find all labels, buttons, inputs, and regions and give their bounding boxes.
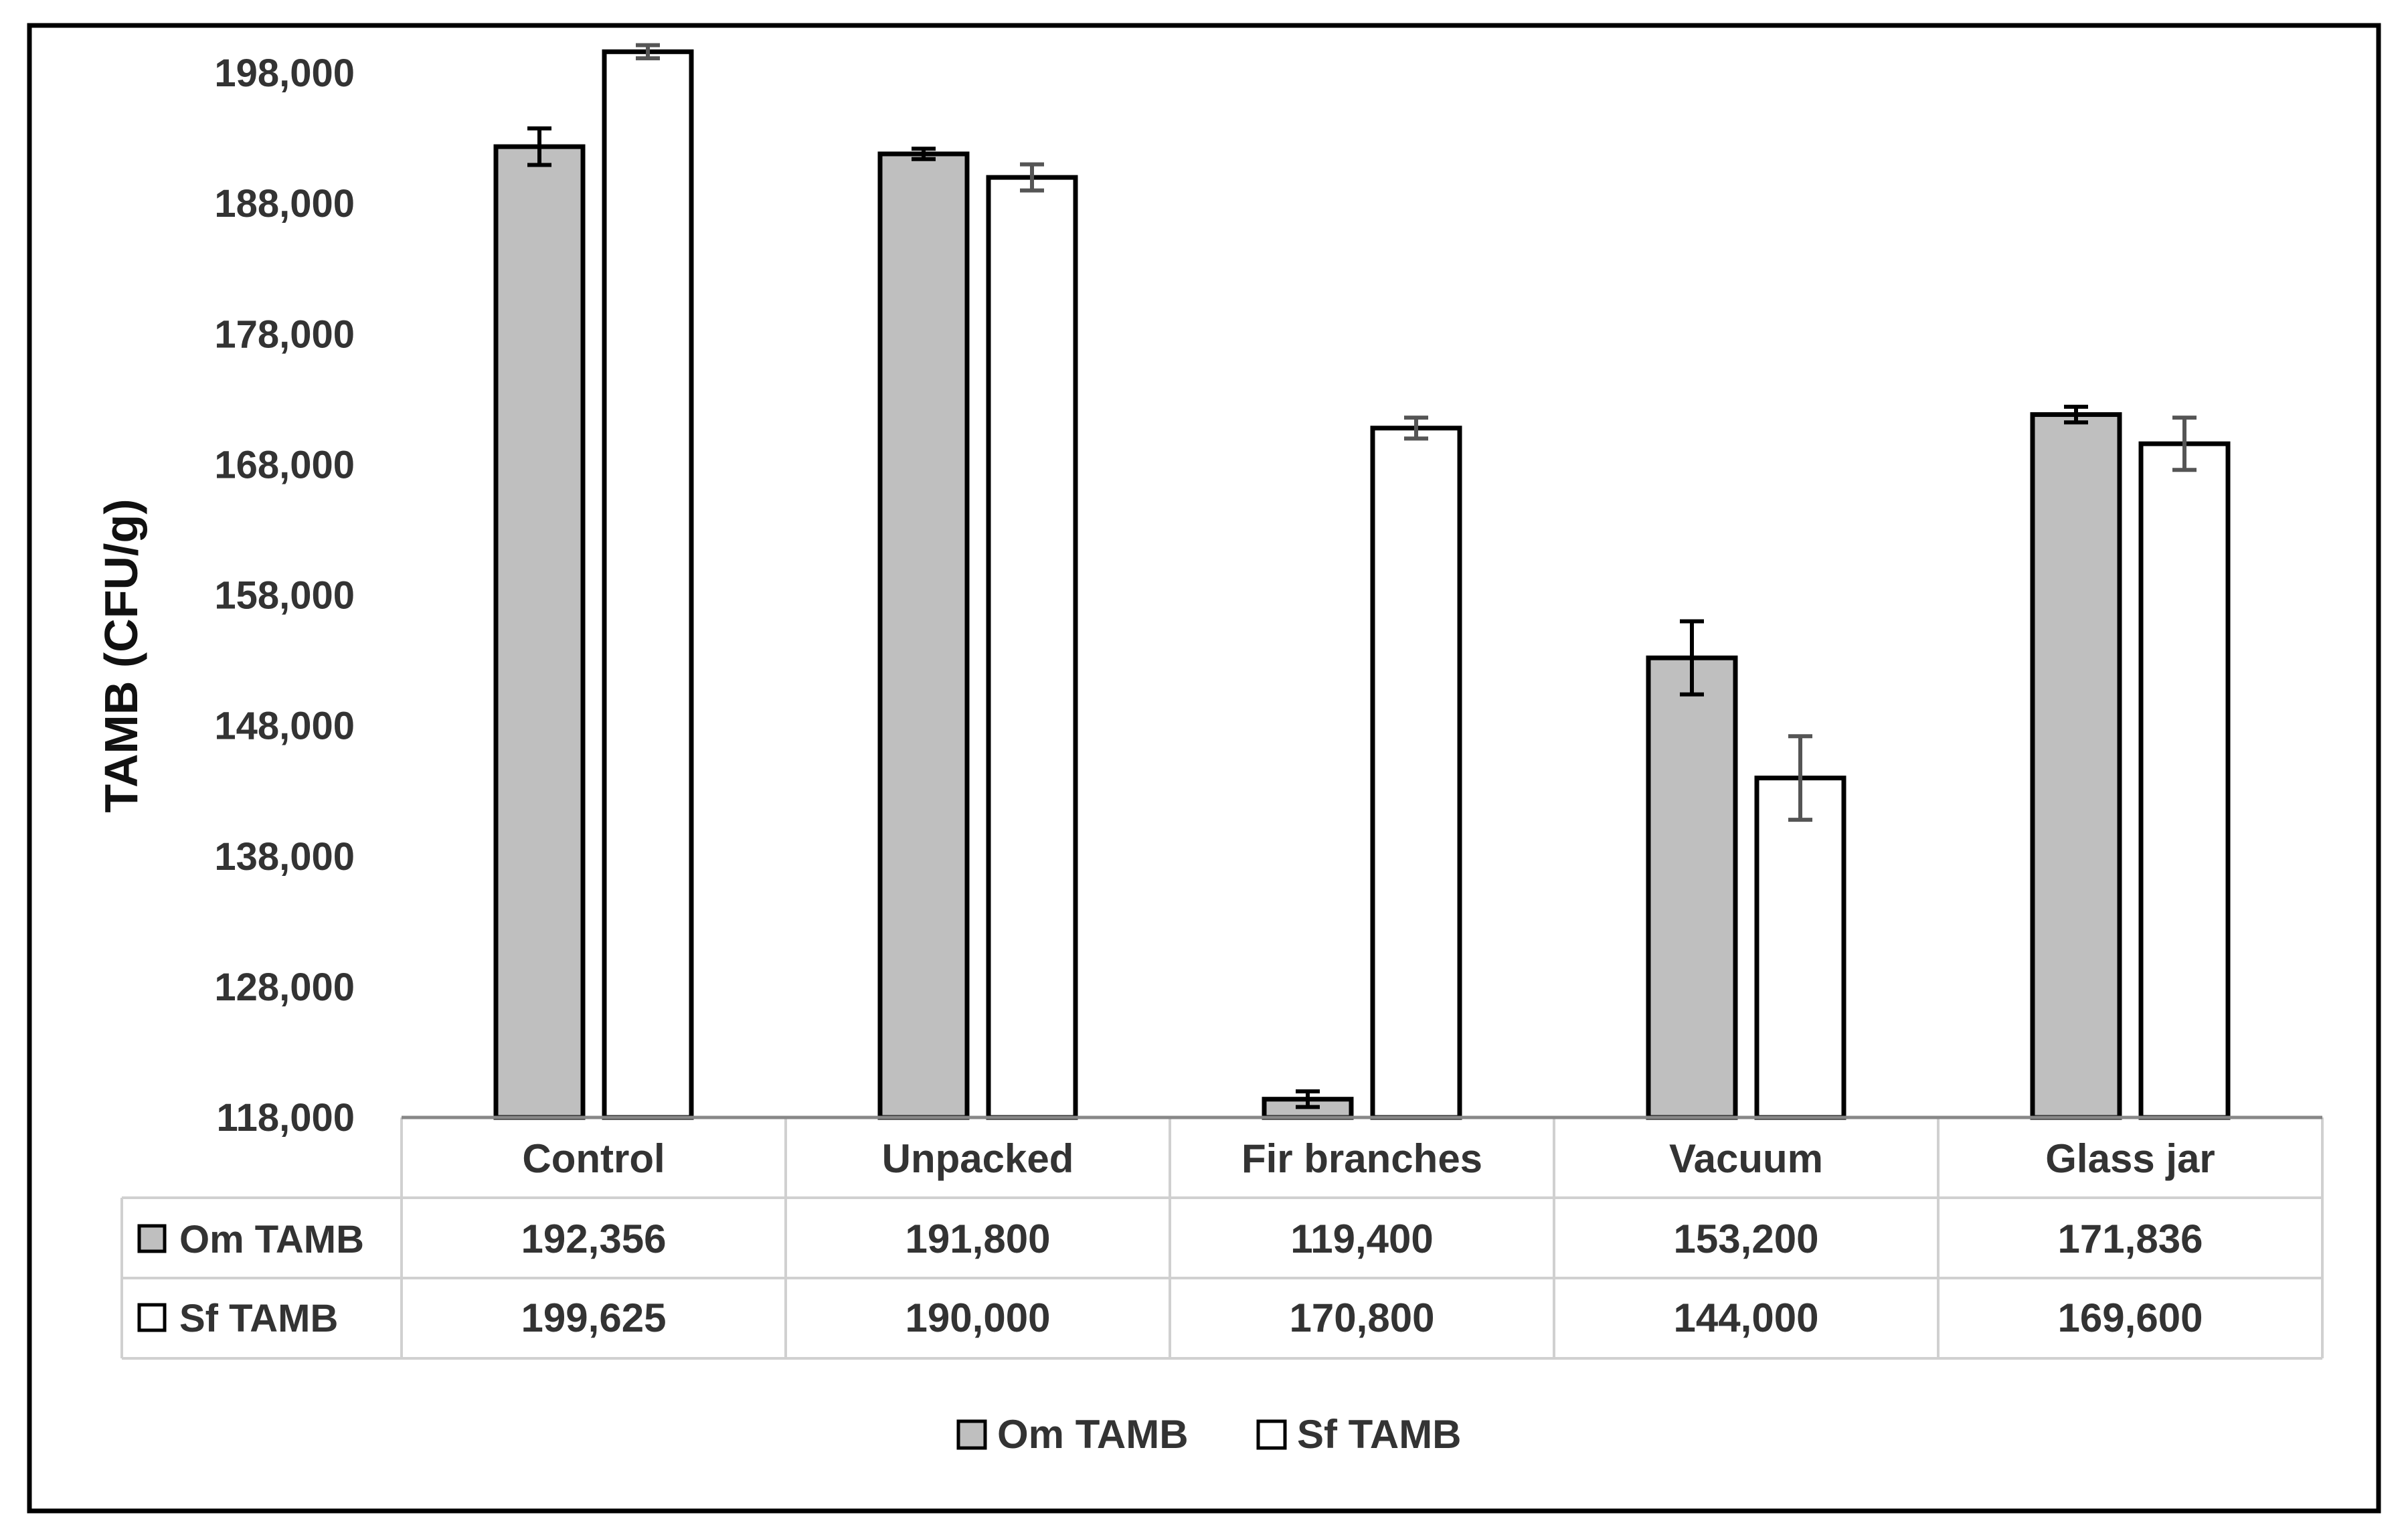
y-tick-label: 128,000	[214, 966, 355, 1009]
bar-om-glass-jar	[2030, 412, 2122, 1120]
bar-sf-unpacked	[986, 175, 1078, 1120]
error-bar-sf-unpacked	[1020, 162, 1044, 193]
legend: Om TAMB Sf TAMB	[956, 1412, 1462, 1457]
table-row-label-om: Om TAMB	[137, 1218, 364, 1261]
y-tick-label: 138,000	[214, 835, 355, 879]
data-table-values: 192,356 191,800 119,400 153,200 171,836 199,6…	[521, 1216, 2203, 1340]
legend-item-sf: Sf TAMB	[1256, 1412, 1462, 1457]
bar-om-unpacked	[877, 151, 970, 1120]
legend-label: Sf TAMB	[1297, 1412, 1462, 1457]
chart-border	[27, 23, 2381, 1514]
y-tick-label: 148,000	[214, 705, 355, 748]
legend-key	[137, 1224, 167, 1253]
data-label: 171,836	[2058, 1216, 2203, 1261]
legend-key	[137, 1303, 167, 1332]
y-tick-label: 198,000	[214, 52, 355, 95]
legend-swatch	[956, 1419, 987, 1450]
category-label: Control	[522, 1136, 665, 1181]
y-tick-label: 118,000	[217, 1096, 355, 1140]
legend-item-om: Om TAMB	[956, 1412, 1189, 1457]
y-tick-label: 158,000	[214, 574, 355, 618]
error-bar-om-vacuum	[1680, 619, 1704, 697]
bar-om-control	[493, 144, 586, 1120]
error-bars	[527, 43, 2197, 1109]
bar-sf-fir-branches	[1370, 426, 1462, 1120]
data-label: 191,800	[906, 1216, 1051, 1261]
y-tick-label: 178,000	[214, 312, 355, 356]
data-label: 199,625	[521, 1295, 667, 1340]
y-axis: 118,000 128,000 138,000 148,000 158,000 168,0…	[214, 52, 355, 1140]
error-bar-sf-control	[636, 43, 660, 61]
data-label: 170,800	[1290, 1295, 1435, 1340]
table-row-label-sf: Sf TAMB	[137, 1297, 338, 1340]
error-bar-om-control	[527, 126, 551, 167]
data-label: 153,200	[1674, 1216, 1819, 1261]
error-bar-sf-fir-branches	[1404, 416, 1428, 441]
data-label: 192,356	[521, 1216, 667, 1261]
y-axis-title: TAMB (CFU/g)	[95, 499, 147, 812]
error-bar-sf-vacuum	[1788, 734, 1812, 822]
error-bar-sf-glass-jar	[2172, 416, 2197, 472]
bar-sf-control	[602, 49, 694, 1120]
category-label: Vacuum	[1669, 1136, 1823, 1181]
data-label: 119,400	[1290, 1216, 1434, 1261]
bar-om-vacuum	[1646, 655, 1738, 1120]
y-tick-label: 188,000	[214, 182, 355, 226]
error-bar-om-unpacked	[912, 147, 936, 161]
data-table-grid	[120, 1117, 2324, 1360]
bars	[493, 49, 2231, 1120]
category-label: Fir branches	[1241, 1136, 1482, 1181]
category-labels: Control Unpacked Fir branches Vacuum Glass j…	[522, 1136, 2215, 1181]
row-label: Om TAMB	[179, 1218, 364, 1261]
error-bar-om-glass-jar	[2064, 404, 2088, 425]
data-label: 169,600	[2058, 1295, 2203, 1340]
category-label: Unpacked	[882, 1136, 1074, 1181]
bar-sf-glass-jar	[2138, 441, 2231, 1120]
row-label: Sf TAMB	[179, 1297, 338, 1340]
data-label: 190,000	[906, 1295, 1051, 1340]
category-label: Glass jar	[2045, 1136, 2215, 1181]
legend-swatch	[1256, 1419, 1287, 1450]
bar-sf-vacuum	[1754, 776, 1846, 1120]
legend-label: Om TAMB	[997, 1412, 1189, 1457]
error-bar-om-fir-branches	[1296, 1089, 1320, 1109]
y-tick-label: 168,000	[214, 443, 355, 486]
data-label: 144,000	[1674, 1295, 1819, 1340]
